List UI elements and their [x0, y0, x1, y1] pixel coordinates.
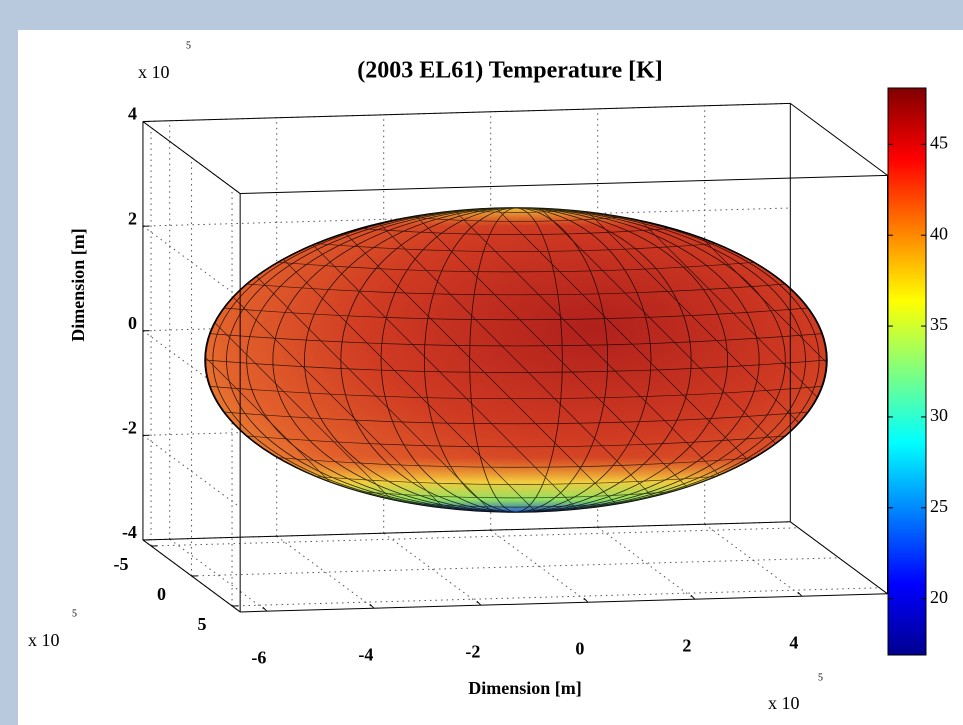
mesh	[205, 208, 827, 512]
x-tick	[476, 600, 482, 606]
mesh-meridian	[226, 208, 806, 512]
mesh-diagonal	[205, 208, 413, 512]
x-tick	[797, 591, 803, 597]
grid-line	[151, 527, 799, 547]
exponent-base: x 10	[28, 630, 60, 650]
x-tick-label: -2	[465, 641, 480, 661]
exponent-power: 5	[186, 40, 191, 51]
mesh-meridian	[212, 208, 820, 512]
x-tick	[583, 597, 589, 603]
chart-title: (2003 EL61) Temperature [K]	[357, 58, 663, 84]
mesh-diagonal	[399, 208, 721, 512]
mesh-diagonal	[205, 208, 369, 512]
mesh-parallel	[316, 476, 716, 485]
mesh-parallel	[360, 491, 672, 499]
colorbar-tick-label: 20	[930, 587, 948, 607]
x-tick-label: 0	[575, 638, 584, 658]
exponent-base: x 10	[138, 62, 170, 82]
colorbar: 20 25 30 35 40 45	[887, 87, 948, 656]
mesh-meridian	[340, 208, 692, 512]
mesh-diagonal	[575, 208, 827, 512]
exponent-power: 5	[72, 608, 77, 619]
z-tick-label: 4	[128, 104, 137, 124]
mesh-parallel	[223, 411, 809, 425]
mesh-parallel	[409, 216, 623, 222]
grid-line	[191, 557, 839, 577]
mesh-diagonal	[267, 208, 589, 512]
x-tick-label: 4	[789, 632, 798, 652]
colorbar-tick-label: 30	[930, 405, 948, 425]
y-tick-label: -5	[114, 554, 129, 574]
surface	[204, 207, 828, 513]
z-tick-label: -2	[122, 417, 137, 437]
mesh-meridian	[272, 208, 760, 512]
mesh-diagonal	[619, 208, 827, 512]
x-tick-label: -4	[358, 644, 373, 664]
z-tick-label: 0	[128, 313, 137, 333]
mesh-parallel	[277, 457, 755, 468]
mesh-parallel	[223, 307, 809, 321]
mesh-meridian	[423, 208, 609, 512]
axis-edge	[790, 521, 888, 595]
mesh-diagonal	[205, 208, 457, 512]
axis-edge	[142, 102, 791, 123]
mesh-meridian	[469, 208, 563, 512]
z-axis-label: Dimension [m]	[68, 228, 88, 342]
x-tick-label: -6	[251, 647, 266, 667]
mesh-meridian	[380, 208, 652, 512]
y-tick-label: 0	[157, 584, 166, 604]
exponent-power: 5	[818, 672, 823, 683]
mesh-parallel	[461, 209, 571, 213]
colorbar-gradient	[887, 87, 927, 656]
colorbar-tick-label: 45	[930, 132, 948, 152]
x-tick-label: 2	[682, 635, 691, 655]
x-tick	[262, 606, 268, 612]
axis-edge	[790, 102, 888, 176]
axis-edge	[240, 593, 888, 613]
mesh-parallel	[205, 359, 827, 373]
x-axis-label: Dimension [m]	[468, 678, 582, 698]
mesh-parallel	[360, 228, 672, 235]
mesh-parallel	[461, 509, 571, 512]
mesh-parallel	[316, 243, 716, 252]
axis-edge	[142, 121, 241, 194]
z-tick-label: -4	[122, 522, 137, 542]
mesh-diagonal	[311, 208, 633, 512]
colorbar-tick-label: 40	[930, 223, 948, 243]
z-tick-label: 2	[128, 208, 137, 228]
axis-edge	[142, 521, 791, 541]
mesh-diagonal	[443, 208, 765, 512]
mesh-diagonal	[355, 208, 677, 512]
mesh-parallel	[409, 502, 623, 508]
mesh-diagonal	[663, 208, 827, 512]
mesh-parallel	[209, 333, 823, 347]
mesh-parallel	[246, 435, 786, 448]
mesh-meridian	[246, 208, 786, 512]
x-tick	[690, 594, 696, 600]
grid-line	[232, 587, 880, 607]
y-tick-label: 5	[198, 614, 207, 634]
exponent-base: x 10	[768, 693, 800, 713]
mesh-parallel	[246, 283, 786, 296]
mesh-meridian	[304, 208, 728, 512]
x-tick	[369, 603, 375, 609]
axis-edge	[240, 174, 888, 195]
grid-line	[142, 207, 791, 227]
colorbar-tick-label: 35	[930, 314, 948, 334]
colorbar-tick-label: 25	[930, 496, 948, 516]
axis-edge	[142, 539, 241, 613]
mesh-parallel	[209, 386, 823, 400]
